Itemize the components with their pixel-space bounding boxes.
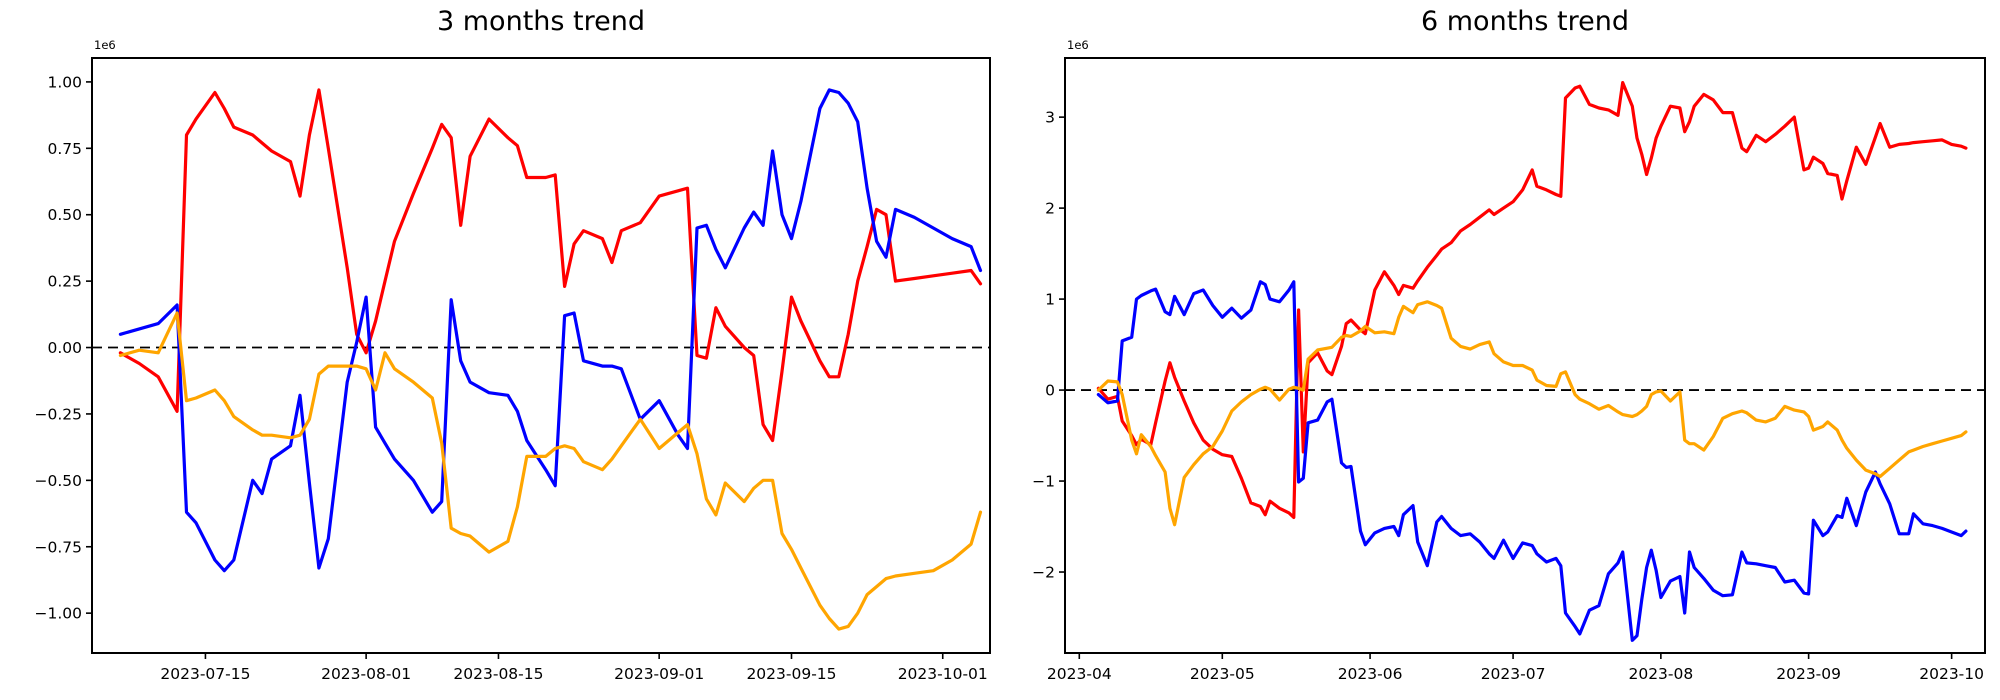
x-tick-label: 2023-06 xyxy=(1338,665,1403,683)
x-tick-label: 2023-07-15 xyxy=(160,665,250,683)
chart-title-3-months: 3 months trend xyxy=(437,6,645,37)
x-tick-label: 2023-09-15 xyxy=(746,665,836,683)
y-tick-label: 0.25 xyxy=(47,273,82,291)
y-tick-label: 0 xyxy=(1045,382,1055,400)
series-line-orange xyxy=(118,311,983,631)
series-line-orange xyxy=(1096,300,1968,527)
series-line-red xyxy=(1096,81,1968,519)
subplot-6-months-trend: 6 months trend 1e6 2023-04 2023-05 2023-06… xyxy=(1032,6,1986,683)
x-tick-label: 2023-10-01 xyxy=(898,665,988,683)
plot-area-6-months: 2023-04 2023-05 2023-06 2023-07 2023-08 2023-… xyxy=(1032,57,1986,683)
y-tick-label: −1 xyxy=(1032,473,1055,491)
y-tick-label: 0.50 xyxy=(47,206,82,224)
x-tick-label: 2023-09-01 xyxy=(614,665,704,683)
y-tick-label: −2 xyxy=(1032,564,1055,582)
series-line-red xyxy=(118,88,983,443)
y-tick-label: 1.00 xyxy=(47,73,82,91)
x-tick-label: 2023-08 xyxy=(1628,665,1693,683)
series-line-blue xyxy=(118,88,983,573)
subplot-3-months-trend: 3 months trend 1e6 2023-07-15 2023-08-01 2… xyxy=(35,6,991,683)
plot-area-3-months: 2023-07-15 2023-08-01 2023-08-15 2023-09-01… xyxy=(35,57,991,683)
y-tick-label: −0.75 xyxy=(35,538,83,556)
y-tick-label: 0.75 xyxy=(47,140,82,158)
y-axis-offset-label-right: 1e6 xyxy=(1067,38,1089,52)
y-tick-label: −0.25 xyxy=(35,405,83,423)
x-tick-label: 2023-09 xyxy=(1776,665,1841,683)
y-tick-label: −1.00 xyxy=(35,605,83,623)
y-tick-label: 1 xyxy=(1045,291,1055,309)
x-tick-label: 2023-05 xyxy=(1190,665,1255,683)
y-axis-offset-label-left: 1e6 xyxy=(94,38,116,52)
x-tick-label: 2023-10 xyxy=(1919,665,1984,683)
y-tick-label: −0.50 xyxy=(35,472,83,490)
x-tick-label: 2023-08-15 xyxy=(453,665,543,683)
chart-title-6-months: 6 months trend xyxy=(1421,6,1629,37)
y-tick-label: 2 xyxy=(1045,200,1055,218)
series-line-blue xyxy=(1096,280,1968,642)
x-tick-label: 2023-04 xyxy=(1047,665,1112,683)
plot-border xyxy=(1064,57,1986,654)
x-tick-label: 2023-07 xyxy=(1481,665,1546,683)
x-tick-label: 2023-08-01 xyxy=(321,665,411,683)
y-tick-label: 0.00 xyxy=(47,339,82,357)
y-tick-label: 3 xyxy=(1045,109,1055,127)
plot-border xyxy=(91,57,991,654)
